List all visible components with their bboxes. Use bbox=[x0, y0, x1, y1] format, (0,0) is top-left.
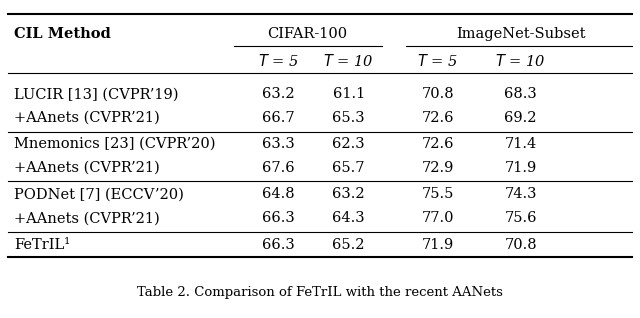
Text: FeTrIL¹: FeTrIL¹ bbox=[14, 238, 70, 252]
Text: ImageNet-Subset: ImageNet-Subset bbox=[456, 27, 586, 41]
Text: 65.3: 65.3 bbox=[332, 111, 365, 125]
Text: 64.3: 64.3 bbox=[332, 211, 365, 225]
Text: 70.8: 70.8 bbox=[422, 87, 454, 101]
Text: 71.9: 71.9 bbox=[504, 161, 537, 175]
Text: CIFAR-100: CIFAR-100 bbox=[267, 27, 348, 41]
Text: Table 2. Comparison of FeTrIL with the recent AANets: Table 2. Comparison of FeTrIL with the r… bbox=[137, 287, 503, 300]
Text: 72.6: 72.6 bbox=[422, 111, 454, 125]
Text: +AAnets (CVPR’21): +AAnets (CVPR’21) bbox=[14, 211, 160, 225]
Text: 75.6: 75.6 bbox=[504, 211, 537, 225]
Text: 63.3: 63.3 bbox=[262, 137, 295, 151]
Text: LUCIR [13] (CVPR’19): LUCIR [13] (CVPR’19) bbox=[14, 87, 179, 101]
Text: +AAnets (CVPR’21): +AAnets (CVPR’21) bbox=[14, 161, 160, 175]
Text: 67.6: 67.6 bbox=[262, 161, 295, 175]
Text: 70.8: 70.8 bbox=[504, 238, 537, 252]
Text: 66.3: 66.3 bbox=[262, 211, 295, 225]
Text: 68.3: 68.3 bbox=[504, 87, 537, 101]
Text: Mnemonics [23] (CVPR’20): Mnemonics [23] (CVPR’20) bbox=[14, 137, 216, 151]
Text: $T$ = 5: $T$ = 5 bbox=[258, 53, 299, 69]
Text: +AAnets (CVPR’21): +AAnets (CVPR’21) bbox=[14, 111, 160, 125]
Text: 72.6: 72.6 bbox=[422, 137, 454, 151]
Text: 75.5: 75.5 bbox=[422, 187, 454, 201]
Text: 63.2: 63.2 bbox=[332, 187, 365, 201]
Text: 66.7: 66.7 bbox=[262, 111, 295, 125]
Text: 71.9: 71.9 bbox=[422, 238, 454, 252]
Text: 69.2: 69.2 bbox=[504, 111, 537, 125]
Text: 65.2: 65.2 bbox=[332, 238, 365, 252]
Text: 64.8: 64.8 bbox=[262, 187, 295, 201]
Text: $T$ = 10: $T$ = 10 bbox=[495, 53, 546, 69]
Text: 72.9: 72.9 bbox=[422, 161, 454, 175]
Text: 71.4: 71.4 bbox=[504, 137, 537, 151]
Text: 63.2: 63.2 bbox=[262, 87, 295, 101]
Text: $T$ = 5: $T$ = 5 bbox=[417, 53, 458, 69]
Text: PODNet [7] (ECCV’20): PODNet [7] (ECCV’20) bbox=[14, 187, 184, 201]
Text: 61.1: 61.1 bbox=[333, 87, 365, 101]
Text: 65.7: 65.7 bbox=[332, 161, 365, 175]
Text: 77.0: 77.0 bbox=[422, 211, 454, 225]
Text: $T$ = 10: $T$ = 10 bbox=[323, 53, 374, 69]
Text: 62.3: 62.3 bbox=[332, 137, 365, 151]
Text: 74.3: 74.3 bbox=[504, 187, 537, 201]
Text: CIL Method: CIL Method bbox=[14, 27, 111, 41]
Text: 66.3: 66.3 bbox=[262, 238, 295, 252]
